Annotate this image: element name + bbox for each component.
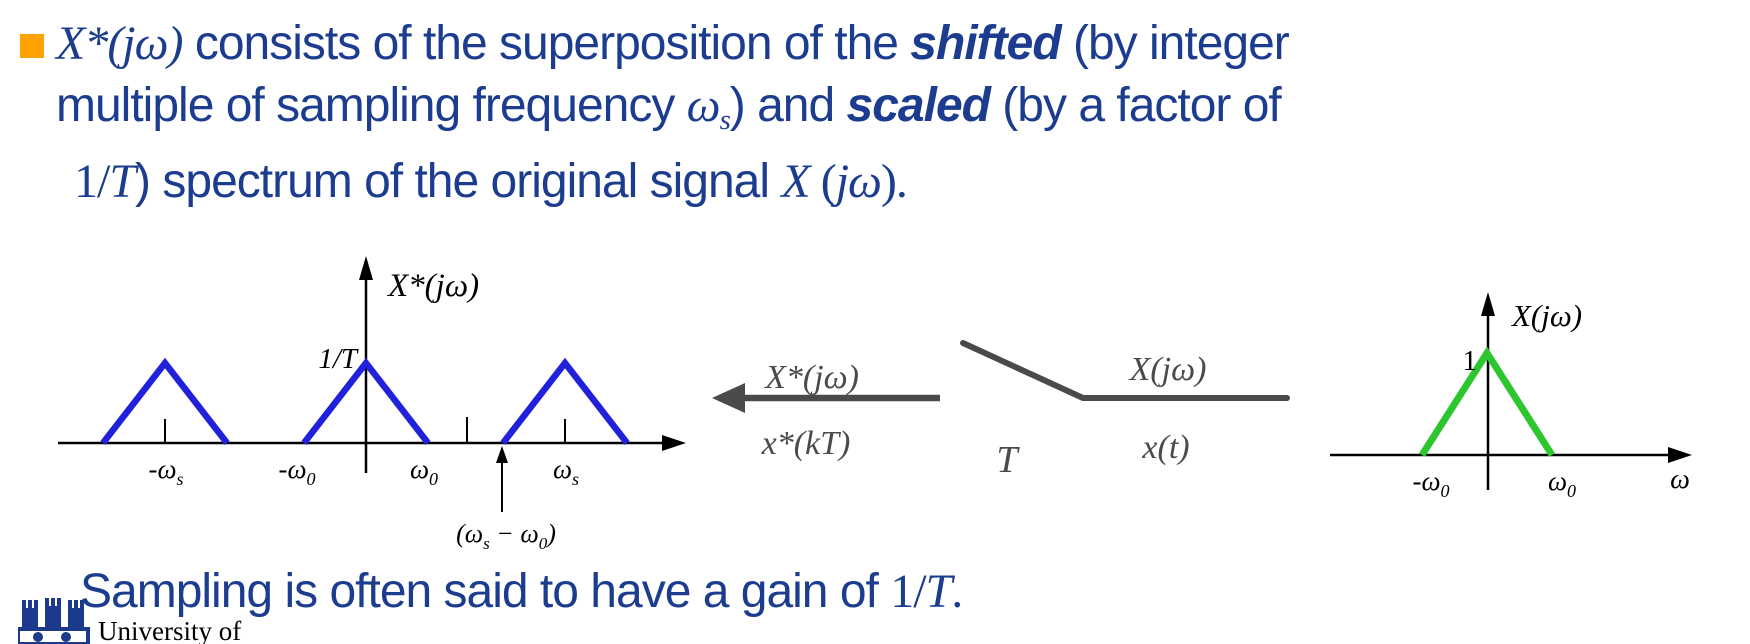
- xtick-label-neg-w0-right: -ω0: [1412, 466, 1449, 501]
- math-token-close: ).: [880, 155, 908, 208]
- footer-line: Sampling is often said to have a gain of…: [80, 565, 963, 619]
- omega-axis-label: ω: [1670, 464, 1690, 495]
- body-text: Sampling is often said to have a gain of: [80, 565, 891, 618]
- right-plot-title: X(jω): [1510, 298, 1582, 333]
- math-subscript-s: s: [719, 104, 731, 137]
- logo-caption: University of: [98, 616, 241, 644]
- xtick-label-ws: ωs: [553, 454, 579, 489]
- annotation-label: (ωs − ω0): [456, 519, 556, 553]
- body-text: (by a factor of: [989, 79, 1281, 132]
- body-text: (by integer: [1060, 17, 1290, 70]
- spectrum-replica-left: [100, 357, 230, 445]
- bullet-square-icon: [20, 34, 44, 58]
- right-peak-label: 1: [1463, 345, 1478, 377]
- math-token-jomega: jω: [835, 155, 882, 208]
- bullet-line-2: multiple of sampling frequency ωs) and s…: [56, 79, 1282, 137]
- annotation-arrowhead-icon: [496, 446, 508, 463]
- math-token-period: .: [951, 565, 963, 618]
- sampler-output-freq-label: X*(jω): [763, 359, 859, 396]
- math-token-paren: (: [809, 155, 837, 208]
- right-y-axis-arrowhead-icon: [1481, 292, 1495, 316]
- body-text: ) and: [729, 79, 847, 132]
- original-spectrum-triangle: [1419, 346, 1555, 457]
- left-peak-label: 1/T: [318, 343, 359, 375]
- switch-icon: [960, 340, 1290, 401]
- xtick-label-neg-w0: -ω0: [278, 454, 315, 489]
- math-token-one-over: 1/: [890, 565, 926, 618]
- math-token-T: T: [925, 565, 953, 618]
- sampler-input-freq-label: X(jω): [1128, 351, 1207, 388]
- output-arrowhead-icon: [712, 383, 745, 413]
- left-plot-title: X*(jω): [386, 268, 479, 304]
- math-token-T: T: [109, 155, 136, 208]
- xtick-label-neg-ws: -ωs: [148, 454, 183, 489]
- spectrum-baseband: [301, 357, 431, 445]
- bullet-line-1: X*(jω) consists of the superposition of …: [56, 17, 1290, 71]
- sampler-input-time-label: x(t): [1141, 429, 1189, 466]
- bullet-line-3: 1/T) spectrum of the original signal X (…: [74, 155, 908, 209]
- spectrum-replica-right: [500, 357, 630, 445]
- sampling-figure: X*(jω) 1/T -ωs -ω0 ω0 ωs (ωs − ω0): [58, 256, 1692, 553]
- math-token-omega: ω: [686, 79, 721, 132]
- math-token-X: X: [781, 155, 810, 208]
- body-text: multiple of sampling frequency: [56, 79, 687, 132]
- xtick-label-w0: ω0: [410, 454, 438, 489]
- sampler-output-time-label: x*(kT): [761, 425, 851, 462]
- sampler-period-label: T: [996, 439, 1020, 481]
- sampler-diagram: X*(jω) x*(kT) T X(jω) x(t): [712, 340, 1290, 481]
- xtick-label-w0-right: ω0: [1548, 466, 1576, 501]
- sampled-spectrum-plot: X*(jω) 1/T -ωs -ω0 ω0 ωs (ωs − ω0): [58, 256, 686, 553]
- math-token-xstar: X*(jω): [56, 17, 184, 70]
- body-text: ) spectrum of the original signal: [135, 155, 782, 208]
- left-x-axis-arrowhead-icon: [662, 435, 686, 451]
- right-x-axis-arrowhead-icon: [1668, 447, 1692, 463]
- body-text: consists of the superposition of the: [182, 17, 911, 70]
- castle-icon: [18, 598, 90, 644]
- keyword-shifted: shifted: [910, 17, 1061, 70]
- left-y-axis-arrowhead-icon: [359, 256, 373, 280]
- math-token-one-over: 1/: [74, 155, 110, 208]
- university-logo: University of: [18, 598, 241, 644]
- keyword-scaled: scaled: [846, 79, 991, 132]
- original-spectrum-plot: X(jω) 1 -ω0 ω0 ω: [1330, 292, 1692, 501]
